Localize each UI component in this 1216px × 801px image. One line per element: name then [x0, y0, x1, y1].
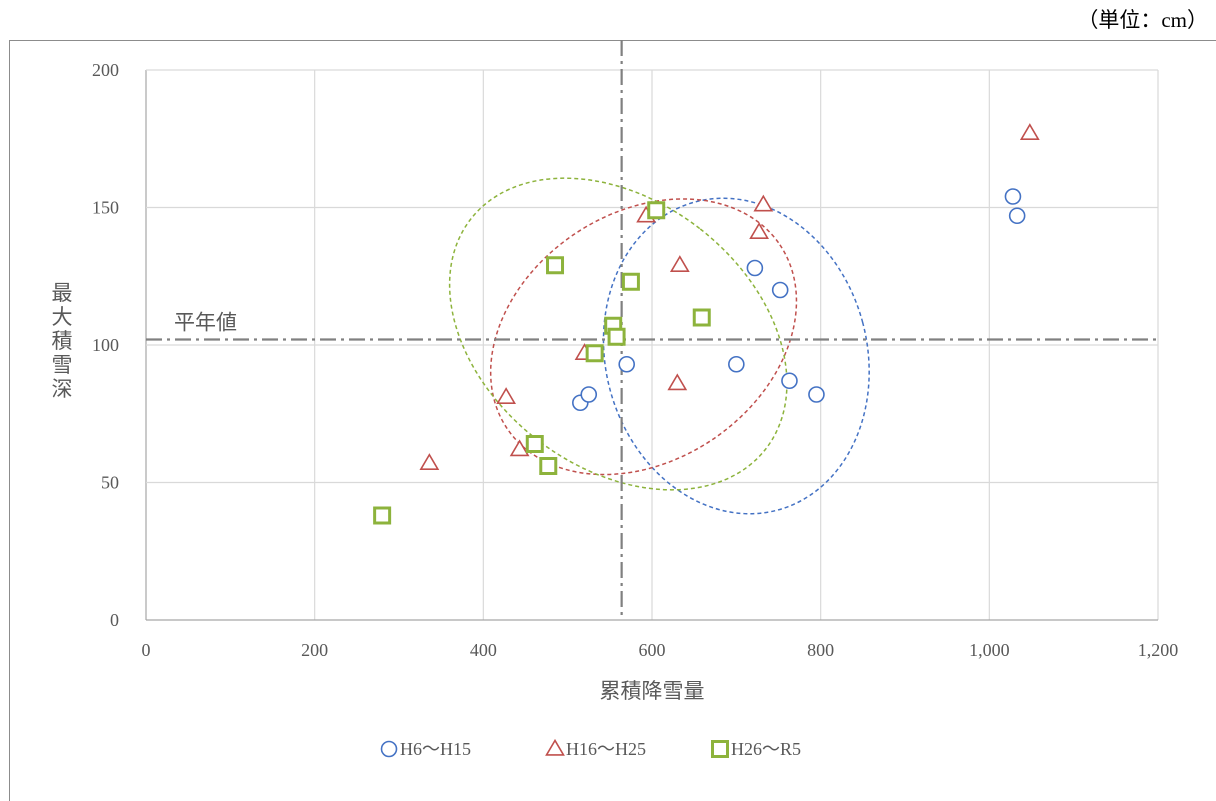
data-point: [647, 201, 666, 220]
data-point: [1008, 207, 1026, 225]
data-point: [692, 308, 711, 327]
legend-label: H26〜R5: [731, 739, 801, 759]
data-point: [667, 373, 688, 391]
data-point: [419, 453, 440, 471]
x-tick-label: 200: [301, 640, 328, 660]
legend: H6〜H15 H16〜H25 H26〜R5: [380, 738, 801, 759]
legend-marker: [380, 740, 398, 758]
data-point: [728, 355, 745, 373]
y-axis-title: 最大積雪深: [52, 281, 73, 401]
y-tick-label: 150: [92, 198, 119, 218]
data-point: [771, 281, 789, 299]
ellipse-layer: [448, 177, 870, 515]
grid-layer: [145, 69, 1159, 621]
data-point: [618, 355, 636, 373]
x-tick-label: 0: [142, 640, 151, 660]
data-point: [781, 372, 798, 390]
data-point: [580, 386, 598, 403]
x-tick-label: 600: [639, 640, 666, 660]
y-tick-label: 200: [92, 60, 119, 80]
data-point: [669, 255, 690, 273]
data-point: [746, 259, 764, 277]
chart-frame: [9, 40, 1216, 801]
data-point: [496, 387, 517, 405]
legend-label: H6〜H15: [400, 739, 471, 759]
grouping-ellipse: [489, 198, 798, 476]
x-tick-label: 1,000: [969, 640, 1010, 660]
data-point: [607, 327, 626, 346]
data-point: [808, 386, 825, 403]
y-tick-label: 50: [101, 473, 119, 493]
grouping-ellipse: [602, 197, 870, 515]
data-point: [753, 194, 774, 212]
data-point: [373, 506, 392, 525]
data-point: [621, 272, 640, 291]
data-point: [1004, 188, 1022, 205]
data-point: [749, 222, 770, 239]
data-point: [546, 256, 565, 275]
data-point: [585, 344, 604, 363]
y-tick-label: 0: [110, 610, 119, 630]
legend-marker: [545, 738, 565, 756]
data-point: [1019, 123, 1040, 140]
data-points: [373, 123, 1040, 525]
x-axis-title: 累積降雪量: [600, 679, 705, 703]
x-tick-label: 1,200: [1138, 640, 1179, 660]
unit-note: （単位：cm）: [1077, 8, 1208, 32]
data-point: [525, 435, 544, 453]
x-tick-label: 400: [470, 640, 497, 660]
axis-labels: 0 200 400 600 800 1,000 1,200 0 50 100 150 200 累積降雪量…: [52, 60, 1179, 703]
data-point: [509, 439, 530, 457]
reference-line-label: 平年値: [174, 311, 237, 335]
legend-marker: [711, 740, 729, 758]
data-point: [539, 457, 558, 475]
legend-label: H16〜H25: [566, 739, 646, 759]
y-tick-label: 100: [92, 335, 119, 355]
x-tick-label: 800: [807, 640, 834, 660]
